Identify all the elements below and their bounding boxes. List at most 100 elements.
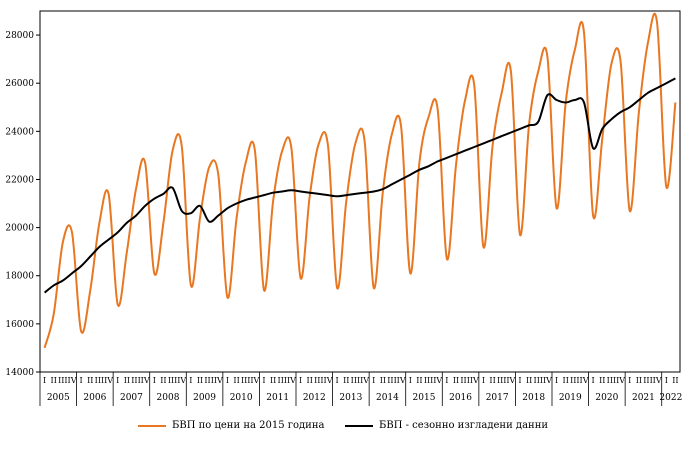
- quarter-tick-label: IV: [324, 376, 333, 385]
- year-tick-label: 2008: [157, 393, 180, 403]
- year-tick-label: 2005: [47, 393, 70, 403]
- quarter-tick-label: I: [409, 376, 412, 385]
- y-tick-label: 28000: [5, 31, 34, 41]
- series-line-gdp-seasonally-adjusted: [43, 77, 676, 294]
- y-axis: 14000 16000 18000 20000 22000 24000 26000 28000: [5, 31, 40, 378]
- quarter-tick-label: II: [416, 376, 422, 385]
- quarter-tick-label: IV: [433, 376, 442, 385]
- y-tick-label: 26000: [5, 79, 34, 89]
- quarter-tick-label: III: [278, 376, 287, 385]
- year-tick-label: 2019: [559, 393, 582, 403]
- quarter-tick-label: III: [387, 376, 396, 385]
- quarter-tick-label: II: [307, 376, 313, 385]
- quarter-tick-label: III: [204, 376, 213, 385]
- quarter-tick-label: IV: [653, 376, 662, 385]
- quarter-tick-label: I: [80, 376, 83, 385]
- year-tick-label: 2017: [486, 393, 509, 403]
- quarter-tick-label: III: [643, 376, 652, 385]
- quarter-tick-label: I: [518, 376, 521, 385]
- quarter-tick-label: I: [299, 376, 302, 385]
- quarter-tick-label: III: [460, 376, 469, 385]
- quarter-tick-label: I: [226, 376, 229, 385]
- year-tick-label: 2021: [632, 393, 655, 403]
- quarter-tick-label: IV: [506, 376, 515, 385]
- quarter-tick-label: II: [489, 376, 495, 385]
- legend-item-gdp-sa: БВП - сезонно изгладени данни: [345, 420, 548, 431]
- x-axis: I II III IV I II III IV I II III IV I II III IV I II III IV…: [39, 372, 682, 406]
- y-tick-label: 14000: [5, 368, 34, 378]
- year-tick-label: 2010: [230, 393, 253, 403]
- quarter-tick-label: IV: [68, 376, 77, 385]
- quarter-tick-label: IV: [616, 376, 625, 385]
- quarter-tick-label: III: [351, 376, 360, 385]
- quarter-tick-label: IV: [250, 376, 259, 385]
- quarter-tick-label: III: [131, 376, 140, 385]
- year-tick-label: 2022: [659, 393, 682, 403]
- quarter-tick-label: II: [124, 376, 130, 385]
- series-layer: [43, 13, 677, 349]
- quarter-tick-label: I: [555, 376, 558, 385]
- quarter-tick-label: II: [87, 376, 93, 385]
- quarter-tick-label: I: [628, 376, 631, 385]
- quarter-tick-label: II: [453, 376, 459, 385]
- quarter-tick-label: I: [153, 376, 156, 385]
- quarter-tick-label: II: [233, 376, 239, 385]
- quarter-tick-label: I: [189, 376, 192, 385]
- quarter-tick-label: II: [672, 376, 678, 385]
- year-tick-label: 2020: [595, 393, 618, 403]
- year-tick-label: 2014: [376, 393, 399, 403]
- y-tick-label: 18000: [5, 272, 34, 282]
- year-tick-label: 2012: [303, 393, 326, 403]
- quarter-tick-label: III: [95, 376, 104, 385]
- legend: БВП по цени на 2015 година БВП - сезонно…: [0, 420, 690, 440]
- quarter-tick-label: II: [563, 376, 569, 385]
- year-tick-label: 2009: [193, 393, 216, 403]
- year-tick-label: 2011: [266, 393, 289, 403]
- legend-swatch-gdp: [138, 424, 166, 427]
- year-tick-label: 2013: [339, 393, 362, 403]
- quarter-tick-label: I: [336, 376, 339, 385]
- quarter-tick-label: I: [43, 376, 46, 385]
- quarter-tick-label: IV: [287, 376, 296, 385]
- year-tick-label: 2016: [449, 393, 472, 403]
- quarter-tick-label: III: [534, 376, 543, 385]
- legend-swatch-gdp-sa: [345, 424, 373, 427]
- quarter-tick-label: IV: [580, 376, 589, 385]
- quarter-tick-label: IV: [141, 376, 150, 385]
- quarter-tick-label: III: [570, 376, 579, 385]
- quarter-tick-label: III: [241, 376, 250, 385]
- quarter-tick-label: I: [116, 376, 119, 385]
- quarter-tick-label: IV: [470, 376, 479, 385]
- quarter-tick-label: I: [445, 376, 448, 385]
- quarter-tick-label: III: [168, 376, 177, 385]
- year-tick-label: 2006: [83, 393, 106, 403]
- quarter-tick-label: II: [343, 376, 349, 385]
- legend-label-gdp: БВП по цени на 2015 година: [172, 420, 325, 431]
- quarter-tick-label: IV: [104, 376, 113, 385]
- quarter-tick-label: IV: [177, 376, 186, 385]
- y-tick-label: 16000: [5, 320, 34, 330]
- quarter-tick-label: IV: [543, 376, 552, 385]
- quarter-tick-label: II: [526, 376, 532, 385]
- quarter-tick-label: I: [262, 376, 265, 385]
- quarter-tick-label: IV: [360, 376, 369, 385]
- quarter-tick-label: II: [197, 376, 203, 385]
- y-tick-label: 20000: [5, 224, 34, 234]
- quarter-tick-label: II: [599, 376, 605, 385]
- legend-label-gdp-sa: БВП - сезонно изгладени данни: [379, 420, 549, 431]
- quarter-tick-label: II: [636, 376, 642, 385]
- quarter-tick-label: I: [665, 376, 668, 385]
- y-tick-label: 24000: [5, 127, 34, 137]
- year-tick-label: 2018: [522, 393, 545, 403]
- quarter-tick-label: I: [372, 376, 375, 385]
- quarter-tick-label: II: [380, 376, 386, 385]
- quarter-tick-label: III: [58, 376, 67, 385]
- quarter-tick-label: II: [270, 376, 276, 385]
- quarter-tick-label: III: [424, 376, 433, 385]
- series-line-gdp: [43, 13, 677, 349]
- legend-item-gdp: БВП по цени на 2015 година: [138, 420, 324, 431]
- plot-border: [39, 10, 681, 373]
- y-tick-label: 22000: [5, 175, 34, 185]
- quarter-tick-label: III: [607, 376, 616, 385]
